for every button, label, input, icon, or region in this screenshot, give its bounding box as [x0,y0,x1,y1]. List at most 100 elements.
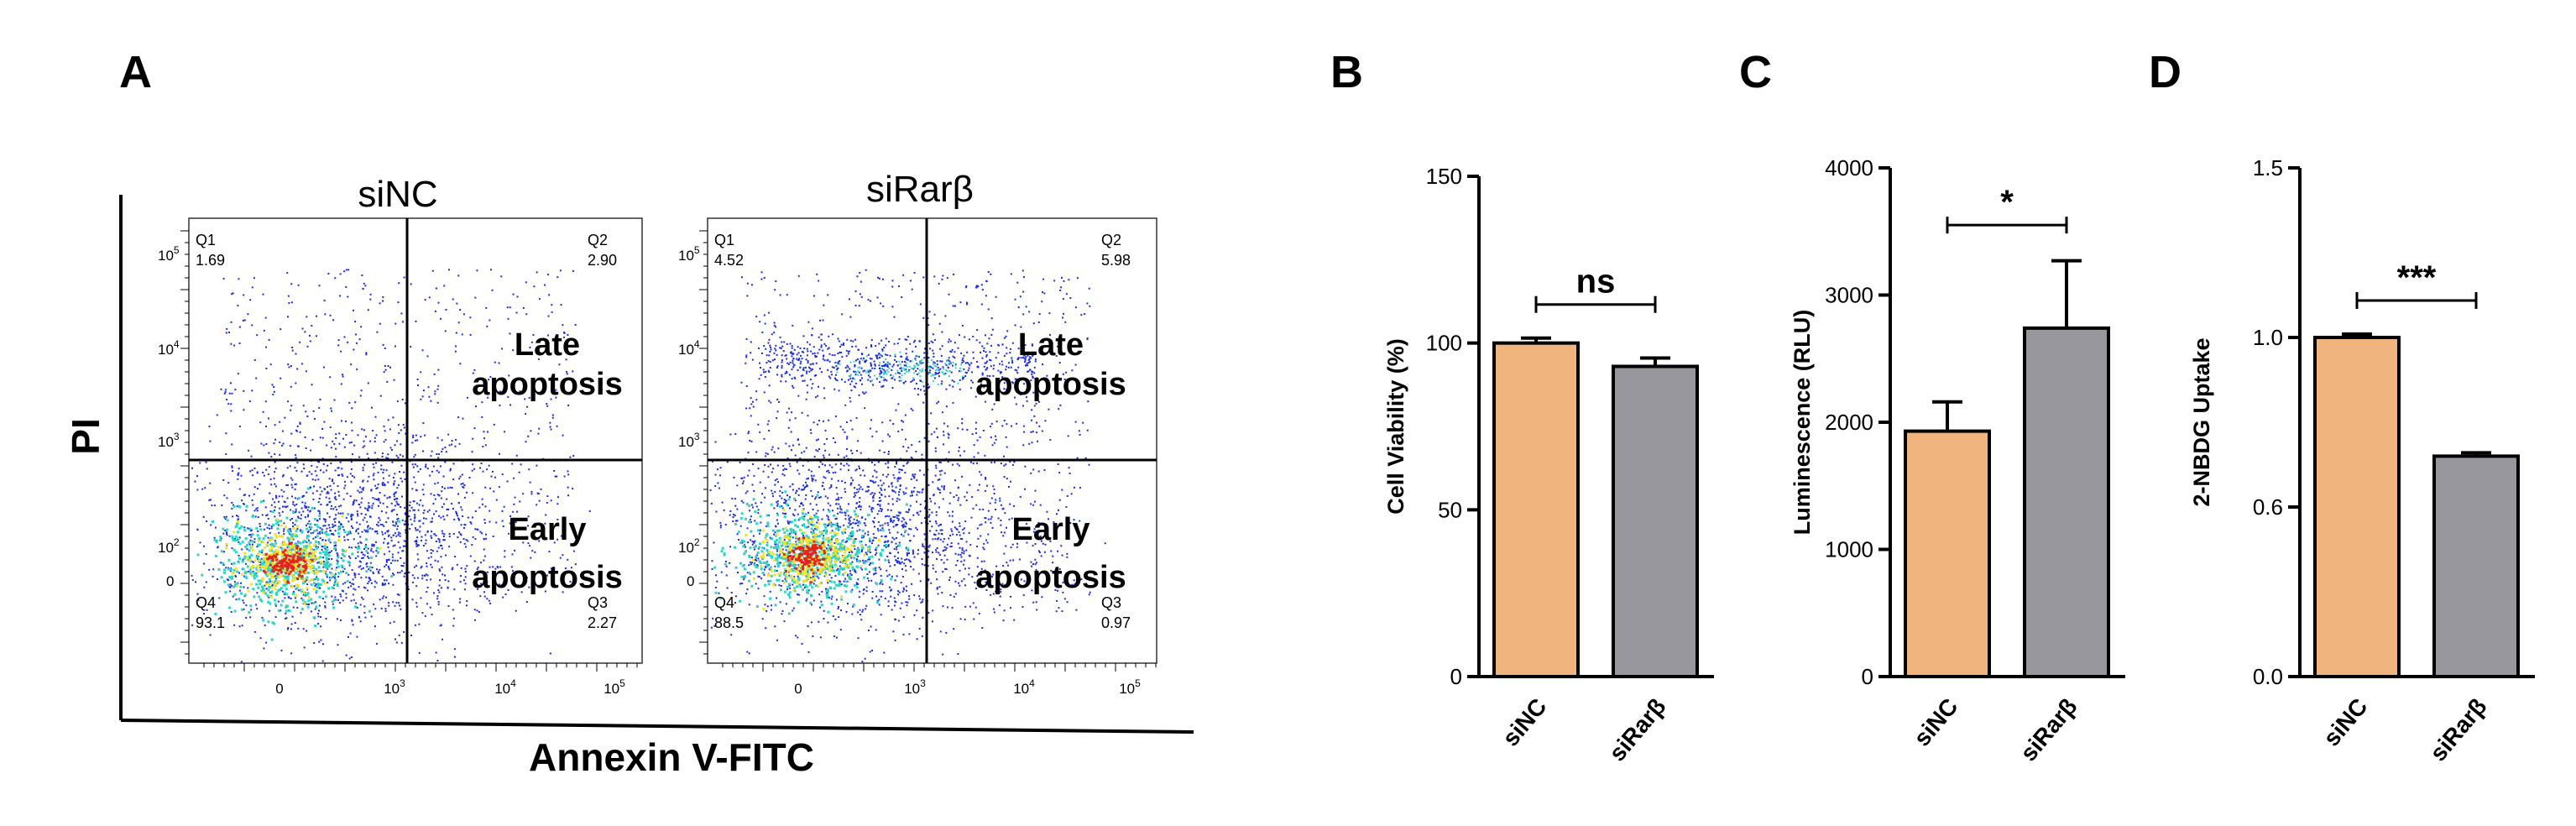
event-dot [404,512,406,515]
event-dot [910,528,912,531]
event-dot [367,531,369,533]
event-dot [414,481,416,484]
event-dot [291,486,294,489]
event-dot [282,583,285,587]
event-dot [274,483,276,485]
event-dot [965,499,968,502]
event-dot [817,450,819,452]
event-dot [431,470,433,473]
event-dot [231,465,233,468]
event-dot [342,375,344,378]
event-dot [452,609,454,611]
event-dot [248,534,250,536]
event-dot [515,609,517,612]
event-dot [827,509,829,511]
event-dot [300,514,303,516]
event-dot [382,477,384,479]
event-dot [839,507,842,510]
event-dot [274,533,277,536]
event-dot [497,567,499,569]
event-dot [243,572,247,575]
event-dot [393,620,395,623]
event-dot [788,574,791,577]
event-dot [880,489,883,491]
event-dot [391,553,394,556]
event-dot [328,501,331,504]
event-dot [468,476,471,478]
event-dot [474,538,477,541]
event-dot [758,576,760,578]
event-dot [391,556,394,558]
event-dot [274,424,276,426]
event-dot [854,538,857,541]
event-dot [1077,531,1079,534]
event-dot [725,574,728,577]
event-dot [332,508,335,510]
event-dot [261,562,264,566]
event-dot [296,557,300,561]
event-dot [321,643,324,646]
event-dot [241,548,243,551]
event-dot [887,524,890,526]
event-dot [384,532,387,535]
event-dot [824,495,827,498]
event-dot [436,598,439,600]
event-dot [442,475,445,478]
event-dot [794,417,797,420]
event-dot [257,530,259,532]
y-tick-label: 105 [158,244,180,264]
event-dot [251,540,254,543]
event-dot [574,563,577,566]
event-dot [922,473,925,476]
event-dot [935,510,938,513]
event-dot [297,445,300,447]
event-dot [204,487,206,489]
event-dot [818,466,820,468]
event-dot [253,630,256,633]
event-dot [299,557,302,560]
event-dot [313,530,316,533]
event-dot [1003,609,1006,612]
event-dot [331,567,333,570]
event-dot [426,565,428,567]
event-dot [796,461,798,463]
event-dot [362,598,364,600]
event-dot [814,498,817,500]
event-dot [821,590,823,593]
event-dot [444,330,447,332]
event-dot [927,484,930,486]
event-dot [880,484,883,487]
event-dot [368,568,370,571]
event-dot [259,484,261,486]
event-dot [409,527,411,530]
event-dot [979,582,981,584]
event-dot [938,470,941,473]
event-dot [736,533,739,536]
event-dot [403,523,405,525]
event-dot [364,507,367,510]
event-dot [285,557,288,560]
event-dot [781,613,783,615]
event-dot [517,584,520,587]
event-dot [896,531,899,534]
event-dot [287,316,290,318]
event-dot [276,572,280,576]
event-dot [1035,601,1037,604]
event-dot [574,323,577,326]
event-dot [274,509,276,511]
event-dot [319,537,321,540]
event-dot [326,576,328,578]
event-dot [369,298,372,301]
event-dot [303,578,306,581]
event-dot [262,537,265,541]
event-dot [319,556,322,559]
x-tick-label: 0 [275,681,283,697]
event-dot [936,588,938,590]
event-dot [386,380,389,383]
event-dot [321,551,325,554]
event-dot [1036,609,1038,611]
event-dot [251,324,253,327]
event-dot [286,563,290,567]
event-dot [256,510,259,512]
event-dot [825,547,828,550]
